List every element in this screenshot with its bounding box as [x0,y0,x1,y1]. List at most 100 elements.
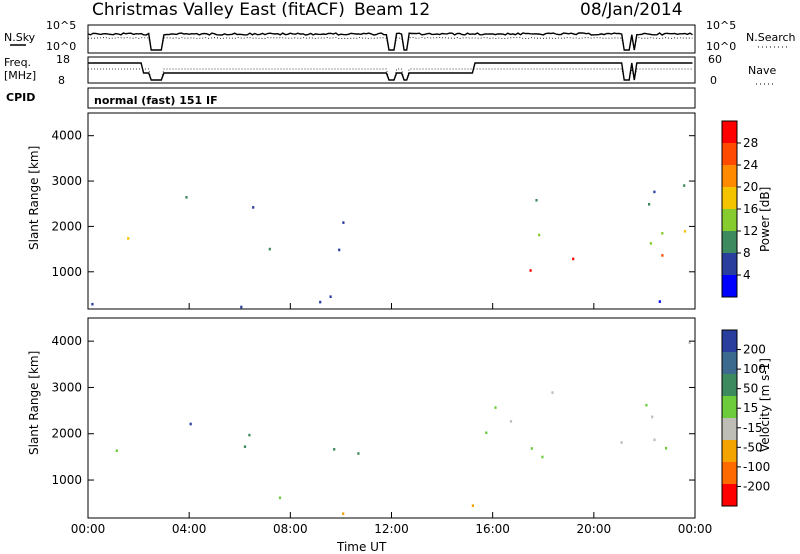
colorbar-tick-label: 20 [743,180,758,194]
nsky-tick-bottom: 10^0 [46,40,76,53]
power-yticks: 4000 3000 2000 1000 [51,129,695,279]
heatmap-cell [572,257,575,261]
velocity-colorbar-label: Velocity [m s-1] [758,358,772,452]
heatmap-cell [649,242,652,245]
freq-tick-top: 18 [56,53,70,66]
heatmap-cell [338,248,341,252]
heatmap-cell [333,448,336,451]
heatmap-cell [342,512,345,515]
cpid-text: normal (fast) 151 IF [94,94,218,107]
colorbar-tick-label: 50 [743,382,758,396]
time-axis: 00:00 04:00 08:00 12:00 16:00 20:00 00:00 [71,303,713,536]
power-colorbar: 28 24 20 16 12 8 4 [721,120,758,298]
heatmap-cell [661,254,664,257]
colorbar-swatch [722,352,737,375]
nsky-label: N.Sky [4,31,36,44]
colorbar-swatch [722,121,737,144]
colorbar-tick-label: 15 [743,401,758,415]
colorbar-swatch [722,418,737,441]
heatmap-cell [252,206,255,209]
heatmap-cell [538,233,541,237]
freq-trace [88,62,693,81]
date-label: 08/Jan/2014 [580,0,683,20]
ytick-label: 1000 [51,265,82,279]
heatmap-cell [494,406,497,409]
colorbar-tick-label: 24 [743,158,758,172]
ytick-label: 3000 [51,380,82,394]
colorbar-tick-label: 200 [743,343,766,357]
xtick-label: 20:00 [577,522,612,536]
velocity-colorbar: 200 100 50 15 -15 -50 -100 -200 [721,329,770,507]
ytick-label: 4000 [51,129,82,143]
freq-panel: Freq. [MHz] 18 8 60 0 Nave [4,53,776,87]
colorbar-tick-label: 100 [743,362,766,376]
heatmap-cell [319,300,322,304]
velocity-ylabel: Slant Range [km] [27,351,41,455]
freq-label: Freq. [4,56,31,69]
freq-frame [87,56,696,84]
nsearch-tick-top: 10^5 [706,19,736,32]
heatmap-cell [278,496,282,500]
colorbar-tick-label: 16 [743,202,758,216]
nsky-traces [87,32,693,51]
nsky-frame [87,24,696,54]
velocity-cells [115,341,691,515]
heatmap-cell [268,247,271,251]
colorbar-swatch [722,143,737,166]
heatmap-cell [240,305,243,309]
velocity-panel: 4000 3000 2000 1000 Slant Range [km] [27,317,696,519]
xtick-label: 16:00 [475,522,510,536]
colorbar-swatch [722,462,737,485]
colorbar-tick-label: 4 [743,268,751,282]
heatmap-cell [665,446,668,450]
colorbar-swatch [722,209,737,232]
heatmap-cell [530,447,533,450]
colorbar-frame [721,329,738,507]
cpid-frame [87,87,696,109]
nsky-tick-top: 10^5 [46,19,76,32]
xtick-label: 00:00 [678,522,713,536]
ytick-label: 2000 [51,427,82,441]
ytick-label: 1000 [51,473,82,487]
heatmap-cell [620,441,623,444]
power-ylabel: Slant Range [km] [27,146,41,250]
heatmap-cell [471,504,474,507]
station-title: Christmas Valley East (fitACF) [92,0,345,20]
heatmap-cell [683,184,686,187]
colorbar-tick-label: 12 [743,224,758,238]
power-cells [91,184,687,309]
colorbar-swatch [722,253,737,276]
heatmap-cell [658,300,661,303]
heatmap-cell [329,295,332,298]
heatmap-cell [485,431,488,435]
velocity-frame [87,317,696,519]
nave-trace [88,68,693,81]
heatmap-cell [243,445,247,448]
velocity-yticks: 4000 3000 2000 1000 [51,334,695,487]
heatmap-cell [653,190,656,194]
colorbar-swatch [722,165,737,188]
heatmap-cell [683,230,687,233]
colorbar-swatch [722,330,737,353]
xtick-label: 04:00 [172,522,207,536]
heatmap-cell [645,403,648,407]
power-panel: 4000 3000 2000 1000 Slant Range [km] [27,112,696,310]
colorbar-tick-label: 28 [743,136,758,150]
xtick-label: 12:00 [374,522,409,536]
power-frame [87,112,696,310]
colorbar-tick-label: -50 [743,440,763,454]
nsearch-trace [88,37,693,51]
heatmap-cell [661,232,664,235]
nsearch-label: N.Search [746,31,796,44]
nsky-panel: N.Sky 10^5 10^0 10^5 10^0 N.Search [4,19,796,54]
colorbar-swatch [722,187,737,210]
heatmap-cell [189,422,192,426]
ytick-label: 2000 [51,219,82,233]
cpid-label: CPID [6,91,35,104]
heatmap-cell [115,449,118,452]
heatmap-cell [541,455,544,459]
xtick-label: 08:00 [273,522,308,536]
colorbar-swatch [722,440,737,463]
power-colorbar-label: Power [dB] [758,187,772,252]
